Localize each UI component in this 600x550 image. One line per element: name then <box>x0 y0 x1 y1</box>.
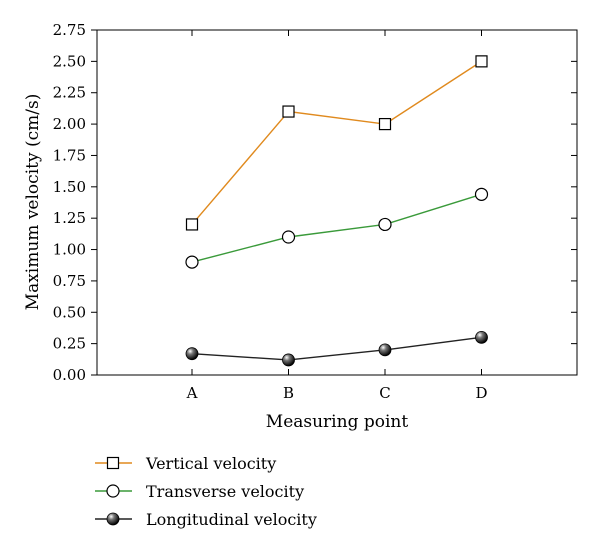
y-tick-label: 0.25 <box>53 335 86 353</box>
legend-marker <box>106 484 120 498</box>
plot-frame <box>96 29 578 376</box>
y-tick-label: 1.00 <box>53 241 86 259</box>
x-tick-label: C <box>379 384 390 402</box>
data-point <box>378 117 392 131</box>
x-axis-label: Measuring point <box>266 412 409 432</box>
data-point <box>475 55 488 68</box>
legend-item: Vertical velocity <box>95 454 276 473</box>
legend-label: Transverse velocity <box>146 482 304 501</box>
data-point <box>378 343 392 357</box>
y-tick-label: 2.00 <box>53 115 86 133</box>
y-axis-label: Maximum velocity (cm/s) <box>23 94 43 311</box>
legend-marker <box>106 512 120 526</box>
y-tick-label: 1.25 <box>53 209 86 227</box>
y-tick-label: 2.75 <box>53 21 86 39</box>
data-point <box>185 347 199 361</box>
series-1 <box>185 55 488 231</box>
series-layer <box>185 55 489 367</box>
data-point <box>475 330 488 344</box>
y-tick-label: 2.50 <box>53 52 86 70</box>
x-tick-label: D <box>475 384 487 402</box>
y-tick-label: 0.75 <box>53 272 86 290</box>
x-axis: A B C D <box>186 30 488 402</box>
data-point <box>474 187 489 201</box>
series-line <box>191 336 482 361</box>
data-point <box>185 218 199 231</box>
y-tick-label: 0.50 <box>53 303 86 321</box>
series-line <box>191 60 482 225</box>
y-tick-label: 0.00 <box>53 366 86 384</box>
x-tick-label: A <box>186 384 198 402</box>
legend-marker <box>106 456 120 470</box>
x-tick-label: B <box>283 384 294 402</box>
data-point <box>281 230 296 244</box>
y-tick-label: 1.75 <box>53 146 86 164</box>
data-point <box>282 353 295 367</box>
series-2 <box>185 187 489 269</box>
y-tick-label: 2.25 <box>53 84 86 102</box>
legend-label: Vertical velocity <box>145 454 276 473</box>
data-point <box>282 105 295 118</box>
legend-label: Longitudinal velocity <box>146 510 317 529</box>
legend-item: Transverse velocity <box>95 482 304 501</box>
y-tick-label: 1.50 <box>53 178 86 196</box>
series-3 <box>185 330 488 367</box>
legend-item: Longitudinal velocity <box>95 510 317 529</box>
legend: Vertical velocity Transverse velocity Long… <box>95 454 317 529</box>
series-line <box>191 193 482 263</box>
y-axis: 0.00 0.25 0.50 0.75 1.00 1.25 1.50 1.75 2.00 2.25… <box>53 21 577 384</box>
data-point <box>185 255 199 269</box>
data-point <box>378 217 392 232</box>
